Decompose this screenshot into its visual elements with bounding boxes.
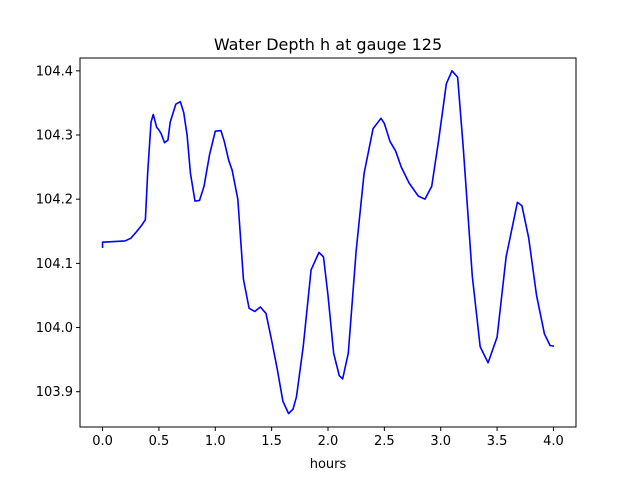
x-tick-label: 1.0 [205, 434, 226, 449]
x-tick-label: 3.0 [430, 434, 451, 449]
y-tick-label: 104.1 [36, 257, 73, 272]
x-tick-label: 1.5 [261, 434, 282, 449]
y-tick-label: 103.9 [36, 385, 73, 400]
x-tick-label: 2.0 [318, 434, 339, 449]
x-tick-label: 0.5 [149, 434, 170, 449]
x-tick-label: 4.0 [543, 434, 564, 449]
x-tick-label: 0.0 [92, 434, 113, 449]
series-line-0 [101, 70, 555, 415]
y-tick-label: 104.0 [36, 321, 73, 336]
y-tick-label: 104.4 [36, 64, 73, 79]
chart-title: Water Depth h at gauge 125 [214, 35, 442, 54]
y-tick-label: 104.2 [36, 193, 73, 208]
y-tick-label: 104.3 [36, 129, 73, 144]
x-tick-label: 3.5 [487, 434, 508, 449]
x-tick-label: 2.5 [374, 434, 395, 449]
plot-axes: 0.0 0.5 1.0 1.5 2.0 2.5 3.0 3.5 4.0 103.9 104.0 104… [36, 57, 577, 449]
x-axis-label: hours [310, 457, 347, 472]
